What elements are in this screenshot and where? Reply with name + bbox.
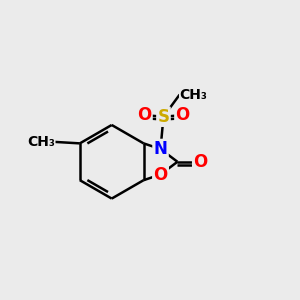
Text: N: N <box>154 140 167 158</box>
Text: CH₃: CH₃ <box>27 135 55 149</box>
Text: O: O <box>137 106 152 124</box>
Text: O: O <box>193 153 208 171</box>
Text: S: S <box>158 108 169 126</box>
Text: CH₃: CH₃ <box>180 88 208 102</box>
Text: O: O <box>176 106 190 124</box>
Text: O: O <box>153 166 168 184</box>
